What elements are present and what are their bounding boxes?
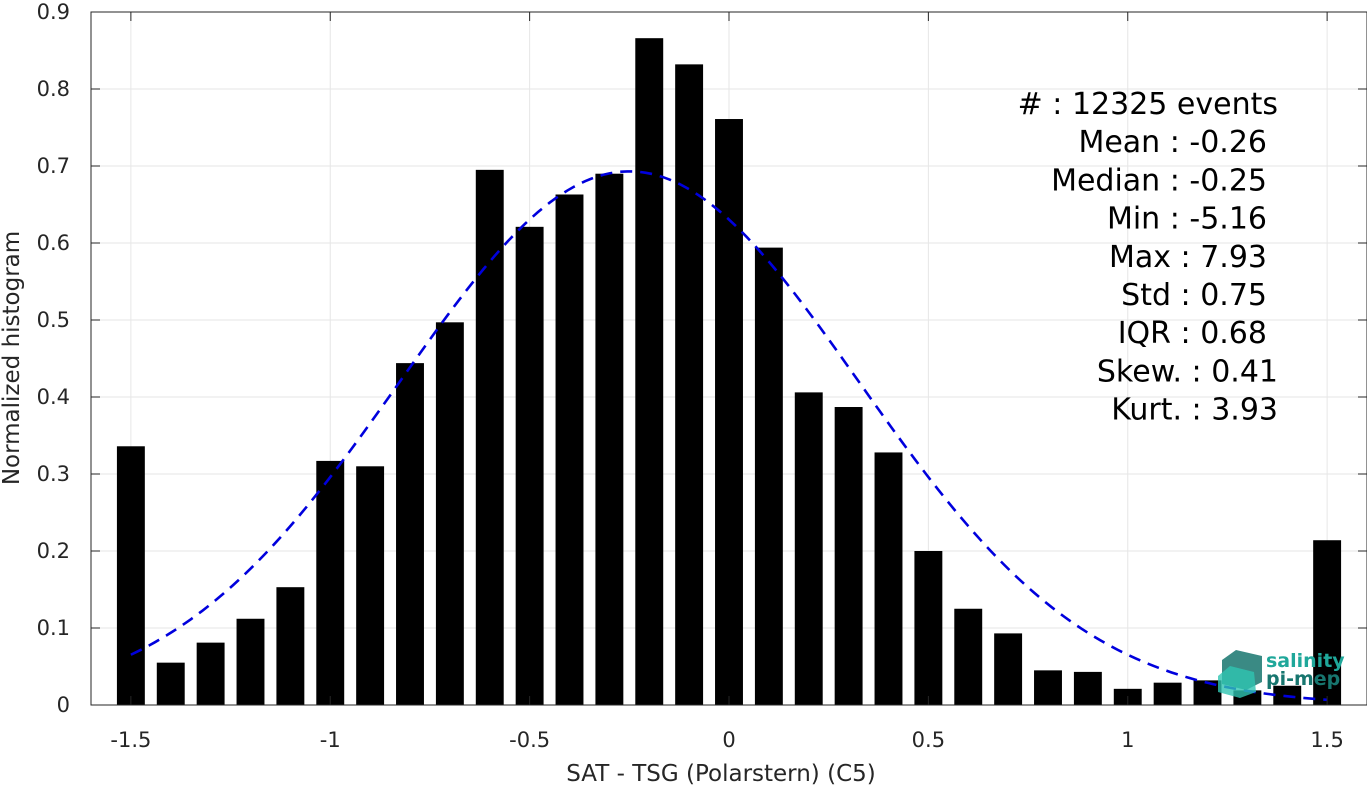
histogram-bar-17	[794, 392, 823, 705]
logo-mark-icon	[1218, 650, 1262, 698]
histogram-bar-6	[356, 466, 385, 705]
histogram-bar-21	[954, 608, 983, 705]
stat-line-0: # : 12325 events	[1018, 87, 1278, 122]
histogram-bar-22	[994, 633, 1023, 705]
y-tick-labels: 0 0.1 0.2 0.3 0.4 0.5 0.6 0.7 0.8 0.9	[37, 0, 70, 717]
x-tick-label-0: -1.5	[110, 728, 151, 752]
y-tick-label-5: 0.5	[37, 308, 70, 332]
x-axis-label: SAT - TSG (Polarstern) (C5)	[566, 761, 875, 785]
stat-line-3: Min : -5.16	[1107, 202, 1267, 237]
histogram-bar-0	[116, 446, 145, 705]
histogram-bar-8	[435, 322, 464, 705]
y-tick-label-3: 0.3	[37, 462, 70, 486]
histogram-bar-1	[156, 662, 185, 705]
gaussian-fit-curve	[130, 170, 1328, 702]
y-tick-label-4: 0.4	[37, 385, 70, 409]
x-tick-label-1: -1	[320, 728, 341, 752]
histogram-bar-4	[276, 587, 305, 705]
stat-line-5: Std : 0.75	[1121, 278, 1267, 313]
x-tick-label-3: 0	[722, 728, 735, 752]
x-tick-labels: -1.5 -1 -0.5 0 0.5 1 1.5	[110, 728, 1343, 752]
histogram-bar-14	[675, 64, 704, 706]
y-tick-label-0: 0	[57, 693, 70, 717]
histogram-bar-3	[236, 618, 265, 705]
histogram-bar-30	[1313, 540, 1342, 705]
logo-shape-front	[1218, 666, 1256, 698]
y-tick-label-9: 0.9	[37, 0, 70, 24]
histogram-bars	[116, 38, 1342, 706]
logo-line-2: pi-mep	[1266, 668, 1340, 690]
histogram-bar-27	[1193, 680, 1222, 705]
salinity-pi-mep-logo: salinity pi-mep	[1218, 650, 1345, 698]
y-tick-label-6: 0.6	[37, 231, 70, 255]
histogram-bar-20	[914, 551, 943, 705]
histogram-bar-7	[396, 363, 424, 705]
histogram-bar-18	[834, 407, 863, 705]
x-tick-label-2: -0.5	[509, 728, 550, 752]
histogram-bar-16	[754, 247, 783, 705]
histogram-bar-5	[316, 460, 345, 705]
stat-line-6: IQR : 0.68	[1118, 316, 1267, 351]
stat-line-7: Skew. : 0.41	[1097, 354, 1278, 389]
histogram-bar-11	[555, 194, 584, 706]
histogram-bar-2	[196, 642, 225, 705]
histogram-bar-13	[635, 38, 664, 706]
histogram-bar-9	[475, 169, 504, 706]
y-tick-label-7: 0.7	[37, 154, 70, 178]
x-tick-label-6: 1.5	[1310, 728, 1343, 752]
logo-line-1: salinity	[1266, 650, 1345, 672]
y-tick-label-2: 0.2	[37, 539, 70, 563]
histogram-bar-19	[874, 452, 903, 705]
stat-line-8: Kurt. : 3.93	[1111, 393, 1278, 428]
y-tick-label-1: 0.1	[37, 616, 70, 640]
stat-line-2: Median : -0.25	[1051, 163, 1267, 198]
histogram-bar-26	[1153, 682, 1182, 705]
histogram-bar-15	[715, 119, 743, 705]
axis-ticks	[91, 11, 1367, 706]
x-tick-label-5: 1	[1121, 728, 1134, 752]
y-axis-label: Normalized histogram	[0, 231, 25, 485]
histogram-bar-24	[1073, 671, 1102, 705]
histogram-bar-10	[515, 226, 544, 705]
histogram-bar-23	[1034, 670, 1062, 705]
stat-line-4: Max : 7.93	[1109, 240, 1267, 275]
y-tick-label-8: 0.8	[37, 77, 70, 101]
stat-line-1: Mean : -0.26	[1078, 125, 1267, 160]
x-tick-label-4: 0.5	[912, 728, 945, 752]
histogram-bar-12	[595, 173, 624, 705]
